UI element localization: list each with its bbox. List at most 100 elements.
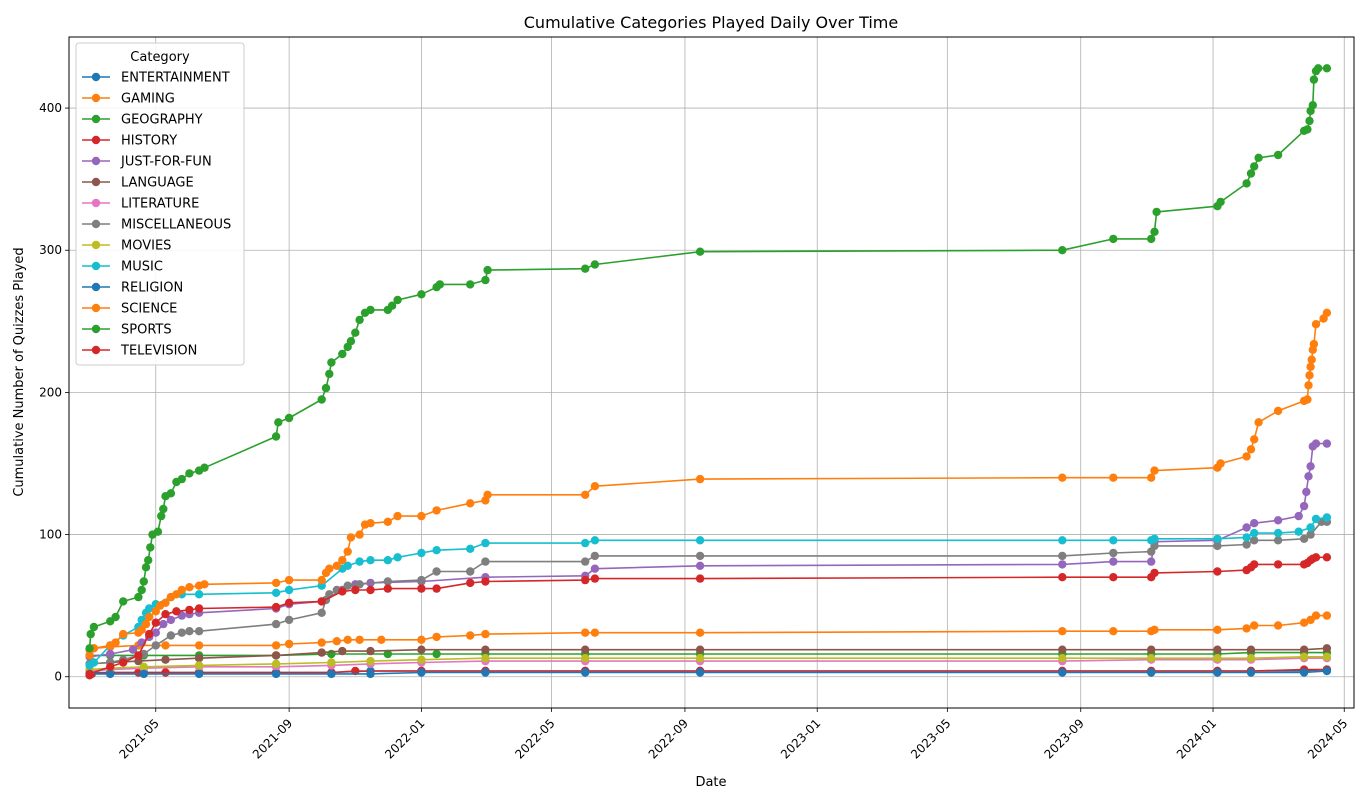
chart-title: Cumulative Categories Played Daily Over … (524, 13, 898, 32)
data-point (417, 575, 426, 585)
data-point (393, 295, 402, 305)
data-point (159, 504, 168, 514)
data-point (1242, 533, 1251, 542)
legend-item-miscellaneous: MISCELLANEOUS (82, 218, 231, 233)
legend-swatch-marker (91, 324, 101, 334)
data-point (1250, 435, 1259, 444)
data-point (161, 641, 170, 650)
legend-swatch-marker (91, 177, 101, 187)
data-point (145, 612, 154, 622)
data-point (1299, 652, 1309, 661)
data-point (1150, 568, 1159, 578)
data-point (119, 658, 128, 667)
data-point (1299, 501, 1309, 511)
data-point (366, 519, 375, 528)
data-point (1109, 573, 1118, 582)
data-point (417, 668, 426, 677)
data-point (581, 557, 590, 566)
data-point (366, 656, 375, 666)
data-point (1147, 473, 1156, 482)
data-point (466, 544, 475, 553)
data-point (177, 628, 186, 637)
data-point (185, 583, 194, 592)
data-point (1305, 371, 1314, 380)
series-sports (85, 64, 1332, 653)
data-point (194, 641, 204, 650)
data-point (106, 662, 115, 671)
data-point (383, 556, 392, 565)
data-point (1058, 645, 1067, 654)
data-point (1303, 395, 1312, 404)
legend-swatch-marker (91, 156, 101, 166)
data-point (194, 661, 204, 670)
data-point (432, 567, 441, 576)
data-point (89, 622, 99, 632)
data-point (89, 658, 99, 667)
data-point (141, 563, 151, 572)
data-point (383, 577, 392, 586)
data-point (417, 511, 426, 521)
legend-label: MISCELLANEOUS (121, 218, 231, 233)
data-point (1311, 320, 1321, 329)
data-point (161, 668, 170, 677)
data-point (466, 578, 475, 588)
legend-item-language: LANGUAGE (82, 176, 194, 191)
data-point (481, 654, 490, 663)
data-point (317, 597, 326, 606)
data-point (695, 654, 705, 663)
data-point (284, 413, 294, 423)
data-point (317, 395, 326, 404)
data-point (151, 607, 160, 616)
legend-label: LITERATURE (121, 197, 199, 212)
data-point (393, 511, 402, 521)
data-point (185, 627, 194, 636)
data-point (366, 585, 375, 595)
data-point (1246, 645, 1256, 654)
data-point (177, 474, 186, 484)
legend-swatch-marker (91, 282, 101, 292)
data-point (1299, 534, 1309, 543)
legend-swatch-marker (91, 345, 101, 355)
data-point (1150, 466, 1159, 475)
data-point (590, 564, 600, 573)
data-point (351, 666, 360, 676)
data-point (581, 575, 590, 585)
data-point (134, 651, 143, 660)
legend-label: RELIGION (121, 281, 183, 296)
data-point (1322, 308, 1332, 317)
data-point (271, 602, 281, 612)
data-point (346, 337, 356, 346)
data-point (1305, 116, 1314, 126)
data-point (432, 546, 441, 555)
series-language (85, 644, 1332, 669)
data-point (151, 641, 160, 650)
data-point (194, 669, 204, 679)
data-point (1306, 462, 1315, 471)
data-point (317, 575, 326, 585)
y-tick-label: 200 (39, 385, 62, 399)
legend-label: HISTORY (121, 134, 177, 149)
data-point (1058, 536, 1067, 545)
data-point (1322, 644, 1332, 653)
data-point (466, 631, 475, 640)
data-point (200, 580, 209, 589)
data-point (1322, 666, 1332, 676)
data-point (417, 645, 426, 654)
data-point (151, 618, 160, 627)
data-point (1150, 625, 1159, 634)
data-point (139, 662, 148, 671)
data-point (1273, 536, 1283, 545)
data-point (111, 638, 120, 647)
data-point (106, 649, 115, 659)
data-point (581, 628, 590, 637)
data-point (177, 585, 186, 595)
data-point (1299, 668, 1309, 677)
data-point (1109, 536, 1118, 545)
data-point (351, 328, 360, 337)
data-point (466, 567, 475, 576)
data-point (1250, 162, 1259, 171)
data-point (481, 645, 490, 654)
data-point (590, 551, 600, 561)
data-point (695, 536, 705, 545)
data-point (338, 646, 347, 656)
